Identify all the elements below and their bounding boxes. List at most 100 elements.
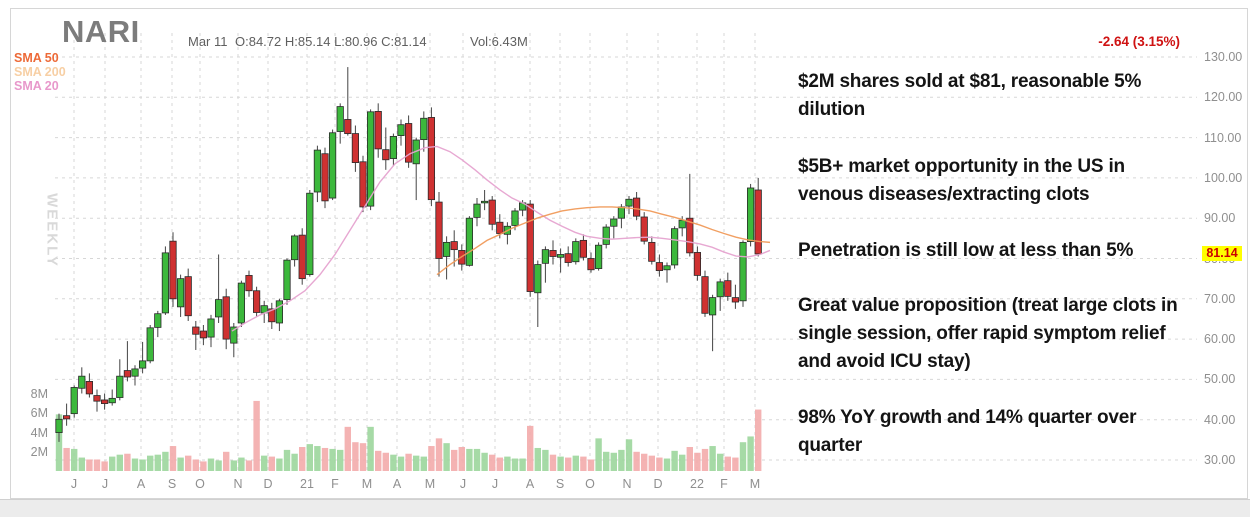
volume-bar bbox=[337, 449, 344, 471]
candle-body bbox=[435, 201, 443, 259]
volume-bar bbox=[542, 449, 549, 471]
candle-body bbox=[420, 117, 428, 141]
volume-bar bbox=[557, 456, 564, 471]
volume-bar bbox=[739, 442, 747, 471]
volume-bar bbox=[587, 459, 595, 471]
volume-bar bbox=[625, 439, 633, 471]
volume-bar bbox=[101, 461, 108, 471]
candle-body bbox=[633, 197, 641, 217]
volume-bar bbox=[238, 457, 245, 471]
volume-bar bbox=[565, 457, 572, 471]
candle-body bbox=[245, 275, 253, 292]
candle-body bbox=[709, 297, 717, 316]
volume-bar bbox=[435, 438, 443, 471]
candle-body bbox=[336, 106, 344, 132]
candle-body bbox=[595, 244, 603, 269]
volume-bar bbox=[618, 449, 625, 471]
volume-bar bbox=[185, 455, 192, 471]
candle-body bbox=[154, 313, 162, 328]
candle-body bbox=[534, 264, 542, 294]
sma20-line bbox=[231, 145, 771, 332]
chart-frame bbox=[10, 8, 1248, 499]
volume-bar bbox=[481, 452, 488, 471]
candle-body bbox=[648, 241, 656, 262]
candle-body bbox=[671, 228, 679, 266]
volume-bar bbox=[511, 458, 519, 471]
volume-bar bbox=[572, 455, 579, 471]
candle-body bbox=[123, 370, 131, 378]
candle-body bbox=[747, 187, 755, 242]
candle-body bbox=[526, 203, 534, 292]
volume-bar bbox=[109, 456, 116, 471]
candle-body bbox=[488, 199, 496, 225]
candle-body bbox=[465, 217, 474, 266]
volume-bar bbox=[701, 448, 709, 471]
candle-body bbox=[701, 276, 709, 314]
volume-bar bbox=[367, 426, 374, 471]
candle-body bbox=[108, 397, 116, 404]
volume-bar bbox=[131, 458, 139, 471]
volume-bar bbox=[755, 409, 762, 471]
volume-bar bbox=[443, 443, 450, 471]
volume-bar bbox=[215, 460, 222, 471]
volume-bar bbox=[63, 447, 70, 471]
volume-bar bbox=[610, 452, 617, 471]
volume-bar bbox=[428, 446, 435, 471]
volume-bar bbox=[147, 455, 154, 471]
candle-body bbox=[739, 241, 747, 302]
candle-body bbox=[78, 375, 86, 389]
candle-body bbox=[587, 258, 595, 271]
candle-body bbox=[328, 132, 337, 199]
volume-bar bbox=[169, 446, 177, 471]
candle-body bbox=[754, 189, 762, 255]
volume-bar bbox=[663, 458, 671, 471]
candle-body bbox=[389, 135, 398, 159]
volume-bar bbox=[299, 447, 306, 471]
candle-body bbox=[131, 368, 139, 377]
volume-bar bbox=[466, 448, 473, 471]
volume-bar bbox=[253, 400, 260, 471]
candle-body bbox=[214, 299, 223, 318]
volume-bar bbox=[200, 461, 207, 471]
candle-body bbox=[199, 330, 207, 339]
candle-body bbox=[268, 308, 276, 323]
candle-body bbox=[731, 297, 740, 303]
candle-body bbox=[450, 241, 458, 251]
volume-bar bbox=[223, 451, 230, 471]
volume-bar bbox=[86, 459, 93, 471]
volume-bar bbox=[154, 454, 161, 471]
volume-bar bbox=[78, 457, 85, 471]
volume-bar bbox=[534, 447, 541, 471]
candle-body bbox=[344, 119, 352, 134]
candle-body bbox=[404, 123, 413, 163]
volume-bar bbox=[177, 457, 184, 471]
volume-bar bbox=[261, 455, 268, 471]
volume-bar bbox=[458, 447, 465, 471]
bottom-scrollbar-track[interactable] bbox=[0, 499, 1250, 517]
volume-bar bbox=[519, 458, 526, 471]
candle-body bbox=[176, 278, 185, 308]
candle-body bbox=[138, 360, 147, 369]
volume-bar bbox=[352, 442, 359, 471]
volume-bar bbox=[747, 436, 754, 471]
volume-bar bbox=[656, 457, 663, 471]
volume-bar bbox=[321, 447, 329, 471]
candle-body bbox=[549, 250, 557, 257]
volume-bar bbox=[420, 456, 427, 471]
candle-body bbox=[192, 326, 200, 335]
candle-body bbox=[686, 217, 694, 254]
candle-body bbox=[252, 290, 261, 313]
candle-body bbox=[564, 253, 572, 263]
candle-body bbox=[298, 234, 306, 280]
volume-bar bbox=[375, 450, 382, 471]
candle-body bbox=[222, 296, 230, 340]
volume-bar bbox=[603, 451, 610, 471]
volume-bar bbox=[595, 438, 602, 471]
candle-body bbox=[511, 210, 519, 226]
sma50-line bbox=[436, 206, 771, 276]
candle-body bbox=[207, 318, 215, 338]
candle-body bbox=[290, 235, 299, 261]
candle-body bbox=[116, 375, 124, 398]
